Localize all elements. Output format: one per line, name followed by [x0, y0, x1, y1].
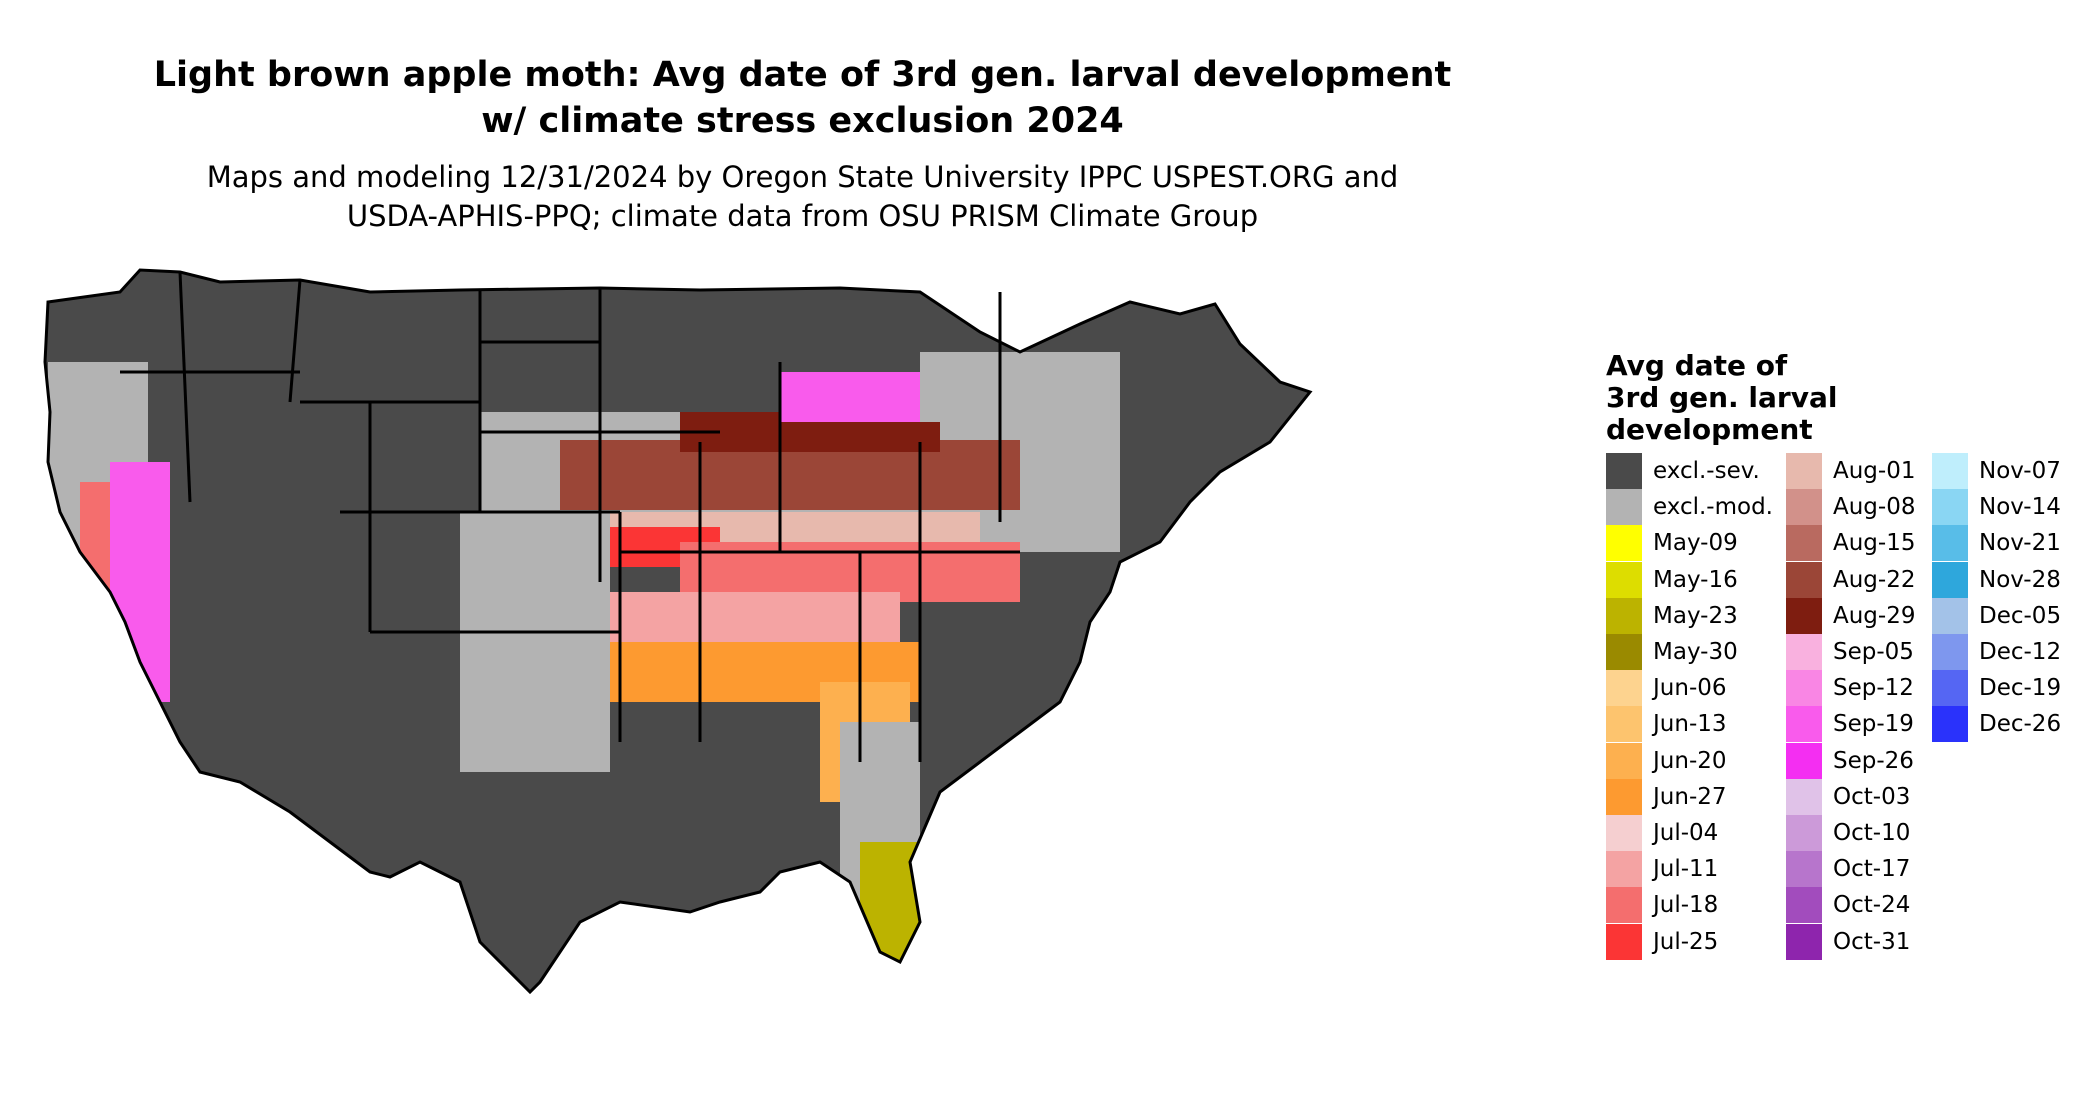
legend-title-line: development [1606, 413, 1813, 446]
legend-swatch [1932, 453, 1968, 489]
legend-swatch [1606, 815, 1642, 851]
legend-swatch [1932, 489, 1968, 526]
legend-title-line: Avg date of [1606, 349, 1788, 382]
legend-label: Nov-07 [1979, 458, 2061, 484]
legend-swatch [1932, 670, 1968, 707]
legend-label: Aug-15 [1833, 530, 1916, 557]
legend-swatch [1786, 489, 1822, 526]
legend-label: Jul-11 [1653, 856, 1719, 883]
legend-label: Jul-25 [1653, 928, 1719, 955]
legend-swatch [1606, 887, 1642, 924]
legend-swatch [1606, 923, 1642, 960]
legend-title-line: 3rd gen. larval [1606, 381, 1838, 414]
legend-swatch [1786, 634, 1822, 670]
legend-label: Aug-01 [1833, 458, 1916, 484]
legend-label: Jun-20 [1653, 747, 1727, 774]
legend-label: Oct-03 [1833, 783, 1911, 810]
legend-swatch [1932, 597, 1968, 634]
zone-northeast-gray [920, 352, 1120, 422]
legend-label: Oct-17 [1833, 856, 1911, 883]
legend-swatch [1786, 815, 1822, 851]
legend-swatch [1786, 561, 1822, 598]
legend-label: Jun-27 [1653, 783, 1727, 810]
legend-swatch [1606, 634, 1642, 670]
legend-swatch [1606, 742, 1642, 779]
zone-california-pink [110, 462, 170, 702]
legend-label: Dec-26 [1979, 711, 2062, 738]
legend-swatch [1932, 634, 1968, 670]
legend-swatch [1786, 597, 1822, 634]
legend-label: Jul-04 [1653, 820, 1719, 846]
legend-label: Oct-24 [1833, 892, 1911, 919]
legend-label: Aug-29 [1833, 602, 1916, 629]
legend-label: Nov-28 [1979, 566, 2061, 593]
legend-swatch [1606, 670, 1642, 707]
legend-swatch [1606, 778, 1642, 815]
legend-swatch [1606, 851, 1642, 888]
legend-swatch [1606, 453, 1642, 489]
state-borders [43, 268, 1312, 994]
legend-swatch [1932, 561, 1968, 598]
legend-title: Avg date of 3rd gen. larval development [1606, 350, 1946, 446]
legend-label: Aug-22 [1833, 566, 1916, 593]
map-legend: Avg date of 3rd gen. larval development exc… [1606, 350, 2086, 990]
legend-swatch [1786, 670, 1822, 707]
zone-south-texas [460, 512, 610, 772]
legend-swatch [1606, 489, 1642, 526]
legend-label: Aug-08 [1833, 494, 1916, 521]
legend-swatch [1606, 597, 1642, 634]
legend-swatch [1786, 706, 1822, 743]
title-line-2: w/ climate stress exclusion 2024 [481, 101, 1124, 141]
legend-label: May-23 [1653, 602, 1738, 629]
subtitle-line-2: USDA-APHIS-PPQ; climate data from OSU PR… [346, 199, 1259, 233]
legend-swatch [1786, 525, 1822, 562]
legend-label: May-30 [1653, 639, 1738, 665]
legend-swatch [1786, 453, 1822, 489]
legend-label: Jun-06 [1653, 675, 1727, 702]
map-subtitle: Maps and modeling 12/31/2024 by Oregon S… [0, 158, 1605, 236]
legend-swatch [1606, 525, 1642, 562]
legend-swatch [1786, 851, 1822, 888]
legend-label: Jun-13 [1653, 711, 1727, 738]
legend-label: Nov-14 [1979, 494, 2061, 521]
legend-label: Sep-12 [1833, 675, 1914, 702]
subtitle-line-1: Maps and modeling 12/31/2024 by Oregon S… [206, 160, 1399, 194]
legend-label: Dec-19 [1979, 675, 2062, 702]
legend-label: Dec-12 [1979, 639, 2062, 665]
legend-label: Dec-05 [1979, 602, 2062, 629]
legend-swatch [1786, 778, 1822, 815]
legend-swatch [1786, 887, 1822, 924]
legend-label: Jul-18 [1653, 892, 1719, 919]
legend-label: Sep-19 [1833, 711, 1914, 738]
title-line-1: Light brown apple moth: Avg date of 3rd … [153, 55, 1452, 95]
legend-swatch [1606, 561, 1642, 598]
legend-label: Oct-10 [1833, 820, 1911, 846]
legend-swatch [1786, 923, 1822, 960]
legend-label: May-16 [1653, 566, 1738, 593]
legend-label: Sep-05 [1833, 639, 1914, 665]
legend-label: Sep-26 [1833, 747, 1914, 774]
legend-label: excl.-mod. [1653, 494, 1773, 521]
legend-swatch [1786, 742, 1822, 779]
legend-label: Oct-31 [1833, 928, 1911, 955]
legend-swatch [1932, 525, 1968, 562]
legend-label: Nov-21 [1979, 530, 2061, 557]
legend-label: May-09 [1653, 530, 1738, 557]
us-map [43, 268, 1312, 994]
legend-swatch [1932, 706, 1968, 743]
legend-swatch [1606, 706, 1642, 743]
map-title: Light brown apple moth: Avg date of 3rd … [0, 52, 1605, 144]
legend-label: excl.-sev. [1653, 458, 1760, 484]
